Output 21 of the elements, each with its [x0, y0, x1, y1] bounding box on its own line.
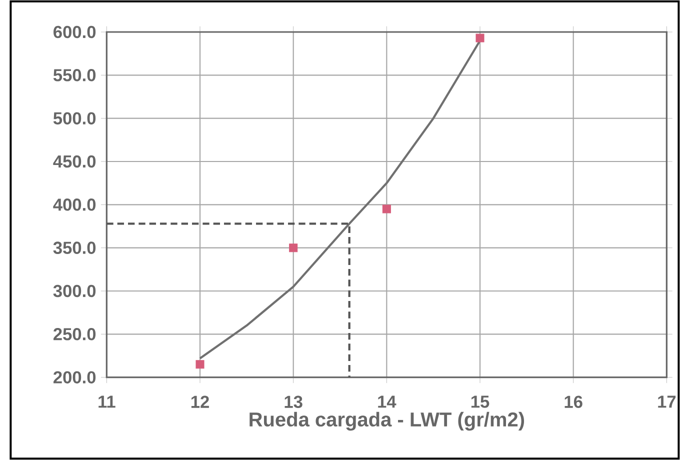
- x-tick-label: 13: [284, 396, 302, 408]
- x-tick-label: 16: [564, 396, 582, 408]
- x-axis-title: Rueda cargada - LWT (gr/m2): [250, 412, 524, 431]
- y-tick-label: 300.0: [53, 284, 96, 298]
- y-tick-label: 600.0: [54, 26, 96, 38]
- x-tick-label: 11: [98, 396, 116, 408]
- x-tick-label: 14: [378, 396, 396, 408]
- y-tick-label: 500.0: [53, 112, 96, 124]
- y-tick-label: 400.0: [53, 198, 96, 211]
- x-tick-label: 12: [191, 396, 209, 408]
- y-tick-label: 250.0: [54, 328, 96, 340]
- y-tick-label: 450.0: [53, 155, 96, 168]
- point: [289, 244, 298, 252]
- point: [196, 360, 204, 369]
- point: [476, 34, 484, 42]
- x-tick-label: 15: [471, 396, 490, 408]
- point: [382, 204, 391, 214]
- y-tick-label: 350.0: [53, 242, 96, 254]
- y-tick-label: 200.0: [54, 371, 96, 384]
- x-tick-label: 17: [658, 396, 676, 408]
- y-tick-label: 550.0: [53, 69, 96, 82]
